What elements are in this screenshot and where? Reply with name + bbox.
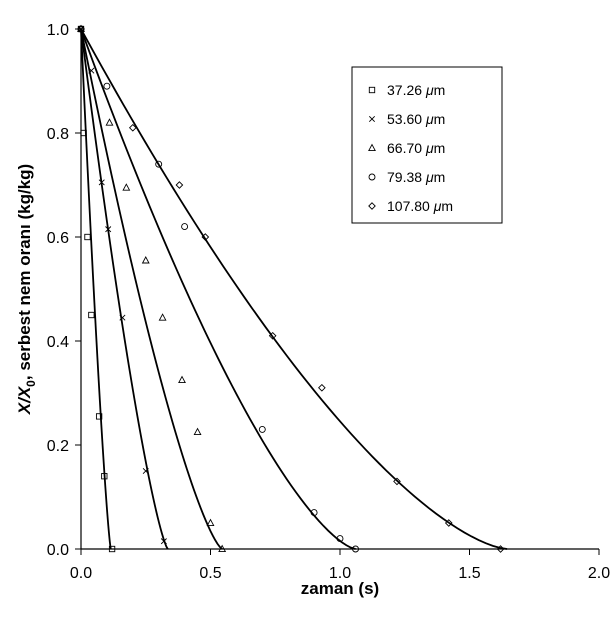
data-point-square bbox=[88, 311, 95, 319]
y-tick-label: 1.0 bbox=[47, 22, 69, 39]
data-point-diamond bbox=[201, 233, 210, 241]
data-point-square bbox=[95, 413, 103, 420]
fit-curve-4 bbox=[80, 28, 356, 550]
data-point-x bbox=[142, 467, 149, 475]
data-point-x bbox=[98, 179, 105, 186]
fit-curve-5 bbox=[80, 28, 508, 550]
y-tick-label: 0.8 bbox=[47, 126, 69, 143]
legend-marker-circle bbox=[368, 173, 376, 181]
y-axis-title-main: X/X bbox=[15, 385, 34, 415]
data-point-circle bbox=[352, 545, 359, 553]
data-point-x bbox=[88, 67, 95, 74]
fit-curve-3 bbox=[80, 28, 223, 550]
legend-entry-label: 37.26 μm bbox=[387, 82, 445, 98]
data-point-circle bbox=[155, 160, 163, 168]
y-tick-label: 0.6 bbox=[47, 230, 69, 247]
y-tick-label: 0.0 bbox=[47, 542, 69, 559]
data-point-triangle bbox=[218, 544, 227, 553]
data-point-circle bbox=[103, 82, 111, 90]
data-point-diamond bbox=[496, 545, 505, 553]
data-point-square bbox=[101, 473, 108, 480]
data-point-triangle bbox=[141, 256, 150, 264]
legend-entry-label: 53.60 μm bbox=[387, 111, 445, 127]
y-axis-title: X/X0, serbest nem oranı (kg/kg) bbox=[15, 164, 38, 415]
legend-marker-x bbox=[368, 115, 376, 123]
legend-entry-label: 79.38 μm bbox=[387, 169, 445, 185]
data-point-square bbox=[84, 233, 91, 241]
data-point-diamond bbox=[175, 181, 184, 189]
data-point-circle bbox=[258, 425, 266, 433]
data-point-square bbox=[108, 545, 116, 553]
y-axis-title-subscript: 0 bbox=[24, 380, 38, 387]
data-point-circle bbox=[310, 509, 318, 517]
data-markers bbox=[77, 24, 505, 553]
data-point-diamond bbox=[318, 383, 326, 392]
legend: 37.26 μm 53.60 μm 66.70 μm 79.38 μm 107.80 μ… bbox=[351, 66, 503, 224]
axis-ticks: 0.0 0.5 1.0 1.5 2.0 0.0 0.2 0.4 0.6 0.8 1.0 bbox=[47, 22, 610, 582]
legend-marker-square bbox=[368, 86, 376, 94]
x-tick-label: 2.0 bbox=[588, 565, 610, 582]
x-tick-label: 1.5 bbox=[458, 565, 480, 582]
data-point-diamond bbox=[444, 519, 453, 527]
data-point-x bbox=[160, 538, 167, 545]
data-point-diamond bbox=[393, 477, 401, 486]
data-point-triangle bbox=[193, 427, 202, 436]
data-point-circle bbox=[336, 535, 344, 543]
legend-box bbox=[351, 66, 503, 224]
axes-frame bbox=[80, 29, 599, 550]
legend-entry-label: 66.70 μm bbox=[387, 140, 445, 156]
data-point-triangle bbox=[206, 518, 215, 527]
legend-marker-triangle bbox=[368, 143, 376, 152]
data-point-triangle bbox=[178, 375, 186, 384]
legend-marker-diamond bbox=[368, 202, 376, 210]
x-axis-title: zaman (s) bbox=[301, 579, 379, 598]
legend-entry-label: 107.80 μm bbox=[387, 198, 453, 214]
data-point-diamond bbox=[268, 331, 277, 340]
data-point-x bbox=[105, 226, 112, 233]
data-point-x bbox=[119, 314, 126, 321]
x-tick-label: 1.0 bbox=[329, 565, 351, 582]
y-axis-title-rest: , serbest nem oranı (kg/kg) bbox=[15, 164, 34, 380]
data-point-circle bbox=[181, 223, 189, 231]
y-tick-label: 0.4 bbox=[47, 334, 69, 351]
data-point-triangle bbox=[105, 118, 114, 126]
data-point-triangle bbox=[158, 313, 167, 321]
x-tick-label: 0.5 bbox=[199, 565, 221, 582]
data-point-diamond bbox=[77, 25, 85, 33]
x-tick-label: 0.0 bbox=[70, 565, 92, 582]
fit-curve-1 bbox=[80, 28, 112, 550]
y-tick-label: 0.2 bbox=[47, 438, 69, 455]
data-point-diamond bbox=[128, 123, 137, 132]
fit-curve-2 bbox=[80, 28, 169, 550]
data-point-triangle bbox=[122, 183, 131, 191]
